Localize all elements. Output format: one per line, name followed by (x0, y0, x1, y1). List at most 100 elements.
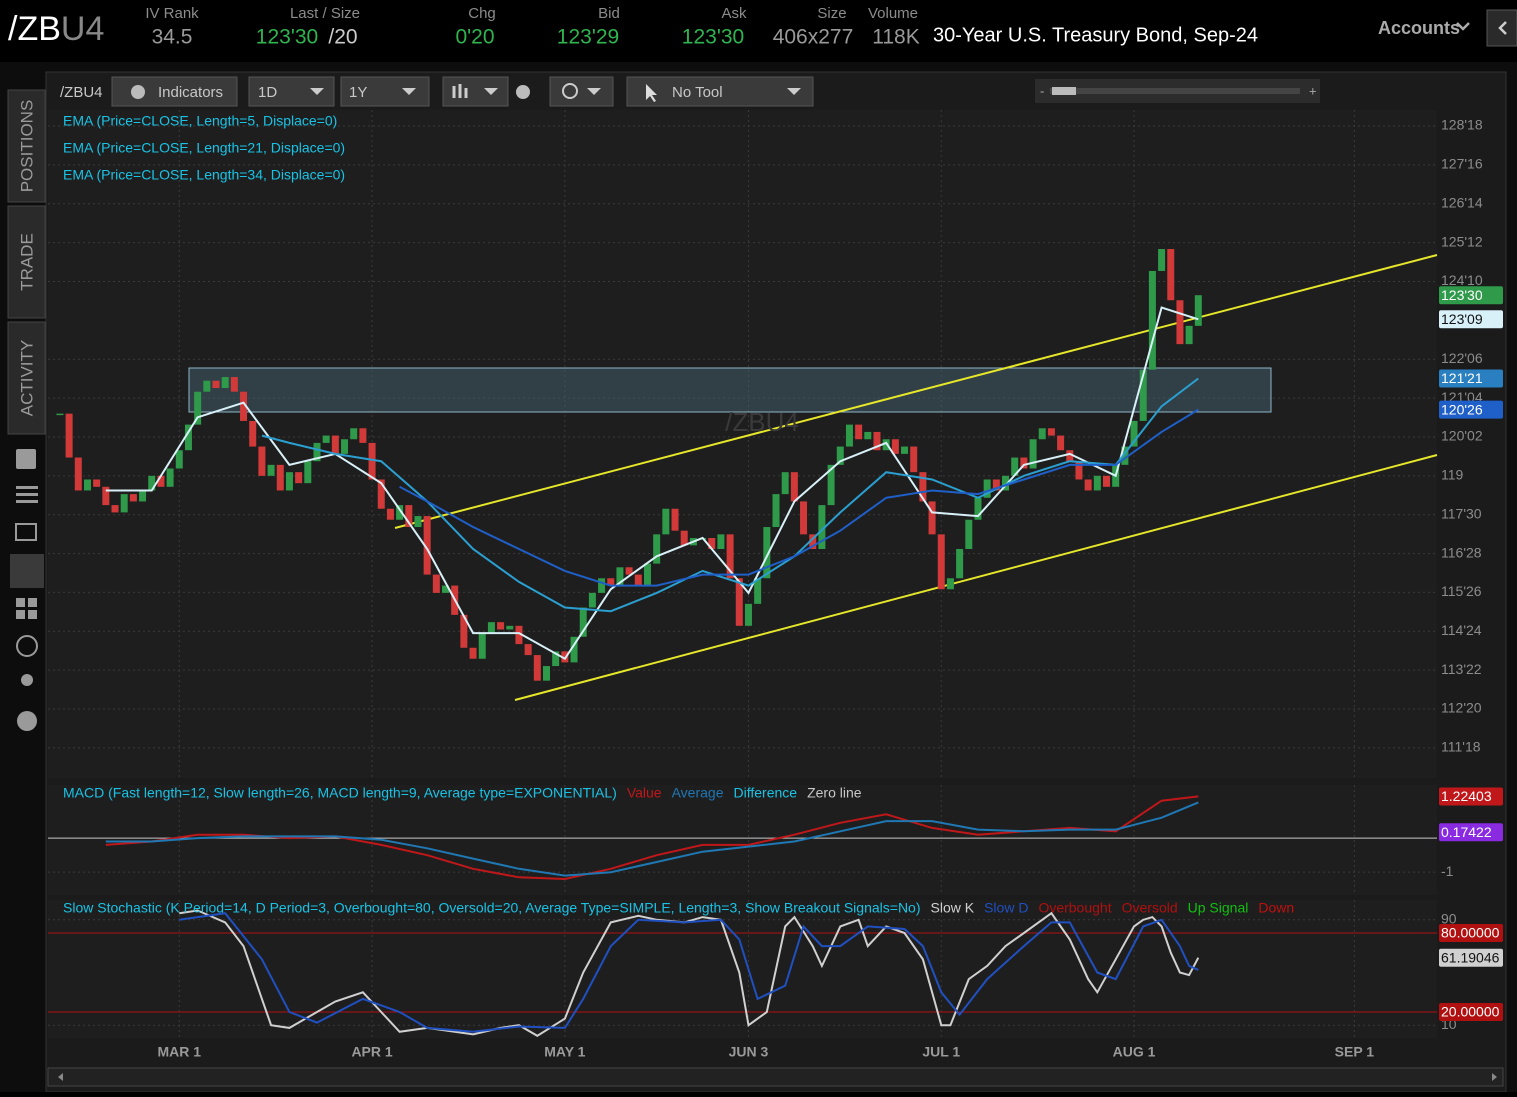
field-value: 34.5 (152, 26, 193, 49)
candle (414, 516, 422, 528)
tool-select[interactable] (626, 76, 814, 107)
icon (16, 610, 25, 619)
gear-icon (131, 85, 145, 99)
collapse-icon (1498, 21, 1507, 35)
y-tick-label: 115'26 (1441, 583, 1482, 599)
legend-entry: Zero line (807, 785, 862, 801)
candle (175, 450, 183, 469)
icon-selected[interactable] (10, 554, 44, 588)
macd-panel (48, 785, 1437, 895)
description: 30-Year U.S. Treasury Bond, Sep-24 (933, 24, 1258, 46)
legend-entry: Down (1258, 900, 1294, 916)
symbol-root: /ZB (8, 10, 61, 48)
y-tick-label: 126'14 (1441, 194, 1483, 210)
y-tick-label: 120'02 (1441, 428, 1483, 444)
candle (478, 633, 486, 659)
icon[interactable] (16, 449, 36, 469)
candle (212, 380, 220, 389)
drawing-select[interactable] (549, 76, 614, 107)
x-tick-label: JUL 1 (922, 1044, 960, 1060)
candle (148, 475, 156, 491)
series-line (399, 408, 1199, 587)
icon[interactable] (21, 674, 33, 686)
range-select[interactable] (340, 76, 430, 107)
support-zone (188, 367, 1272, 413)
legend-entry: Difference (734, 785, 798, 801)
sidebar-icons (10, 449, 44, 731)
legend-entry: Average (672, 785, 724, 801)
symbol: /ZBU4 (8, 10, 104, 48)
y-tick-label: 124'10 (1441, 272, 1483, 288)
range-label[interactable]: 1Y (349, 84, 367, 101)
candle (93, 479, 101, 487)
activity-tab-label[interactable]: ACTIVITY (17, 340, 36, 417)
candle (1167, 249, 1175, 301)
series-line (261, 377, 1199, 613)
zoom-thumb[interactable] (1052, 87, 1076, 95)
watermark: /ZBU4 (725, 407, 799, 437)
legend-entry: Slow K (931, 900, 975, 916)
scrollbar[interactable] (47, 1067, 1504, 1087)
candle (74, 457, 82, 491)
collapse-button[interactable] (1486, 9, 1517, 47)
candle (680, 530, 688, 546)
dropdown-arrow (587, 88, 601, 95)
candle (423, 516, 431, 575)
indicators-label[interactable]: Indicators (158, 84, 223, 101)
candle (432, 574, 440, 593)
quote-fields: IV Rank 34.5 Last / Size 123'30/20 Chg 0'20 Bi… (145, 5, 919, 49)
icon[interactable] (16, 598, 25, 607)
series-line (105, 306, 1199, 661)
candle (827, 464, 835, 506)
trade-tab[interactable] (7, 205, 46, 319)
candle (864, 431, 872, 440)
accounts-chevron[interactable] (1456, 22, 1470, 31)
candle (331, 435, 339, 454)
candle (855, 424, 863, 440)
x-tick-label: MAR 1 (157, 1044, 201, 1060)
dropdown-arrow (484, 88, 498, 95)
field-value: 406x277 (773, 26, 854, 49)
aggregation-label[interactable]: 1D (258, 84, 277, 101)
candle (258, 446, 266, 476)
settings-icon[interactable] (516, 85, 530, 99)
field-label: Ask (721, 5, 747, 22)
icon[interactable] (16, 486, 38, 489)
candle (946, 578, 954, 590)
panel-title: MACD (Fast length=12, Slow length=26, MA… (63, 785, 617, 801)
candle (901, 446, 909, 454)
field-extra: /20 (328, 26, 357, 49)
legend-entry: Value (627, 785, 662, 801)
candle (735, 578, 743, 626)
zoom-in[interactable]: + (1309, 83, 1317, 98)
candle (487, 622, 495, 634)
icon[interactable] (15, 523, 37, 541)
icon (28, 598, 37, 607)
field-value: 123'30 (256, 26, 318, 49)
positions-tab[interactable] (7, 89, 46, 203)
candle (313, 442, 321, 462)
accounts-menu[interactable]: Accounts (1378, 18, 1460, 38)
candle (442, 585, 450, 593)
icon[interactable] (17, 711, 37, 731)
candle (1121, 446, 1129, 465)
activity-tab[interactable] (7, 321, 46, 435)
price-marker-label: 20.00000 (1441, 1004, 1500, 1020)
candle (506, 625, 514, 630)
trade-tab-label[interactable]: TRADE (17, 233, 36, 291)
candle (1066, 450, 1074, 462)
y-tick-label: 122'06 (1441, 350, 1483, 366)
positions-tab-label[interactable]: POSITIONS (17, 100, 36, 193)
icon[interactable] (16, 635, 38, 657)
candle (120, 494, 128, 513)
candle (1103, 475, 1111, 487)
candle (542, 666, 550, 681)
price-marker (1439, 400, 1503, 419)
tool-label[interactable]: No Tool (672, 84, 723, 101)
candle (386, 508, 394, 520)
zoom-out[interactable]: - (1040, 83, 1044, 98)
toolbar-symbol[interactable]: /ZBU4 (60, 84, 103, 101)
candle (285, 472, 293, 491)
candle (928, 501, 936, 535)
legend-entry: Up Signal (1188, 900, 1249, 916)
